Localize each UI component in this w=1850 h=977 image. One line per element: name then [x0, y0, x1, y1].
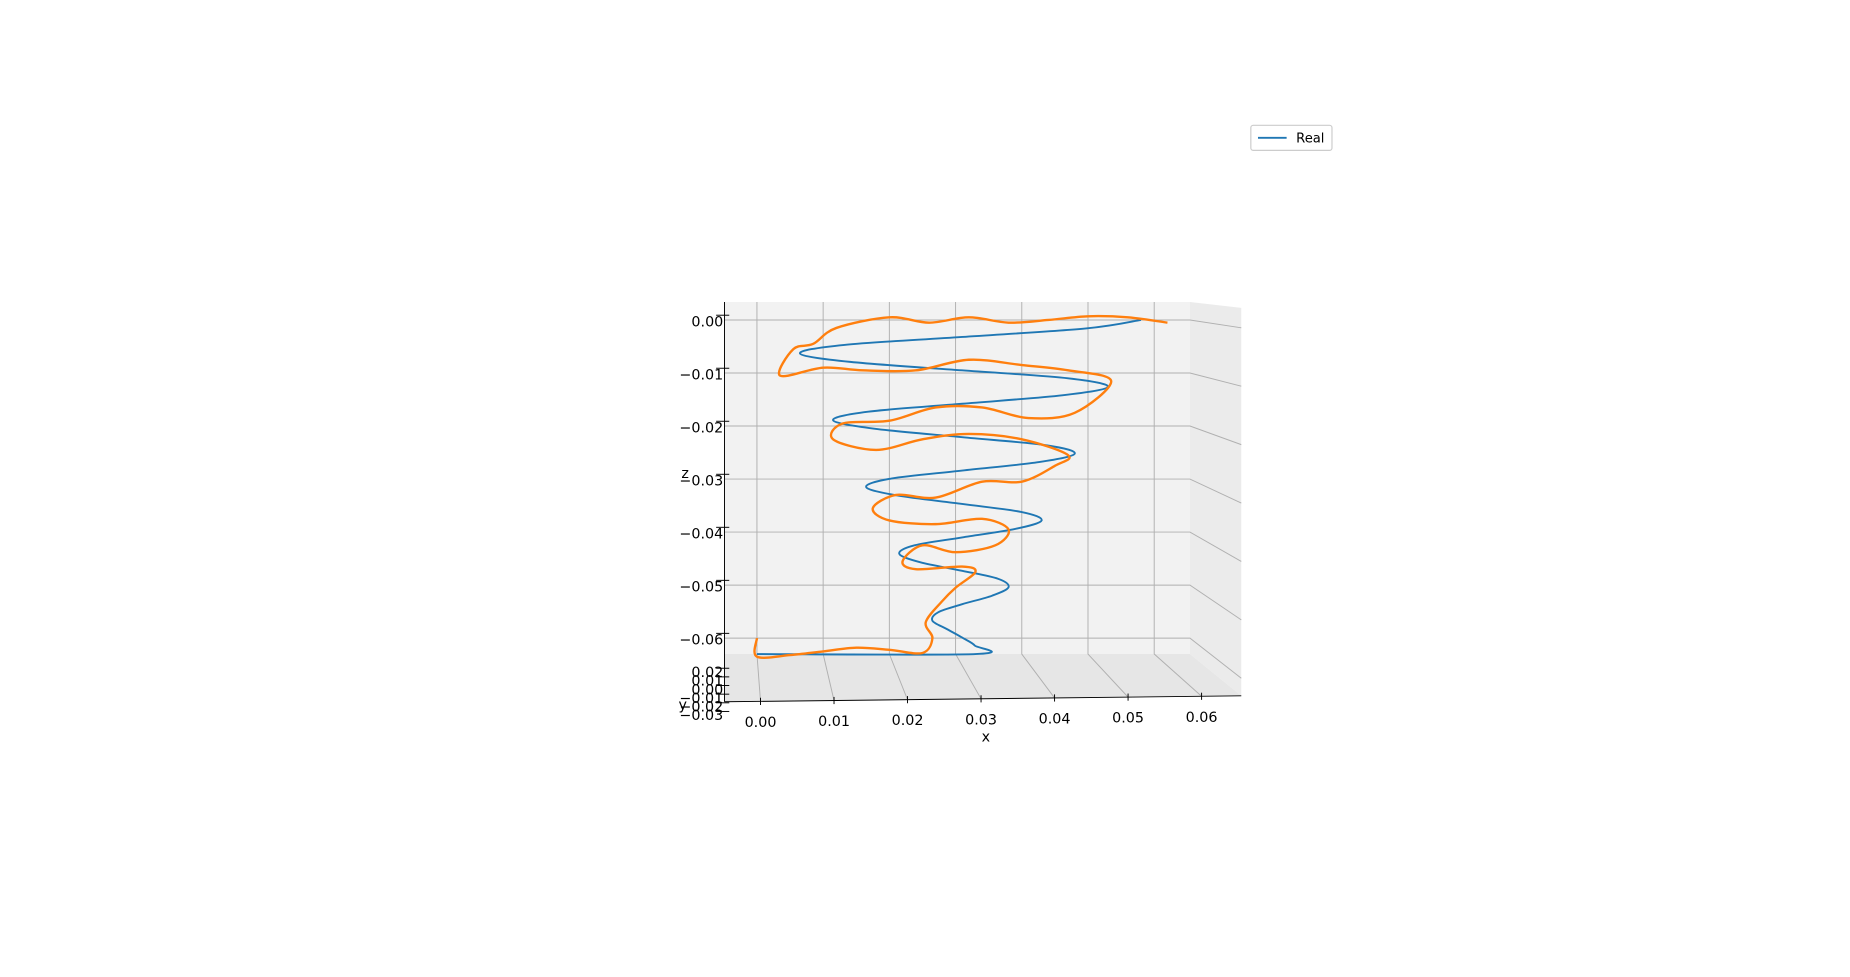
z-grid-line — [724, 319, 1242, 329]
y-tick-label: −0.02 — [679, 700, 723, 716]
back-pane — [724, 301, 1190, 655]
z-grid-line — [724, 584, 1242, 621]
z-tick-label: −0.02 — [679, 420, 723, 436]
x-grid-line — [1087, 301, 1129, 698]
x-tick-label: 0.02 — [892, 713, 924, 729]
y-tick-label: −0.03 — [679, 708, 723, 724]
y-tick-label: 0.00 — [691, 682, 723, 698]
series-line — [753, 314, 1168, 659]
z-axis-label: z — [681, 466, 689, 482]
y-tick-label: −0.01 — [679, 691, 723, 707]
y-tick-label: 0.01 — [691, 674, 723, 690]
z-grid-line — [724, 478, 1242, 504]
y-axis-label: y — [678, 697, 687, 713]
z-grid-line — [724, 425, 1242, 446]
x-grid-line — [1153, 301, 1202, 697]
z-grid-line — [724, 637, 1242, 679]
x-tick-label: 0.00 — [745, 715, 777, 731]
x-tick-label: 0.06 — [1186, 710, 1218, 726]
z-tick-label: 0.00 — [691, 314, 723, 330]
floor-pane — [724, 654, 1242, 702]
z-grid-line — [724, 372, 1242, 387]
z-tick-label: −0.04 — [679, 526, 723, 542]
z-tick-label: −0.05 — [679, 579, 723, 595]
z-tick-label: −0.06 — [679, 633, 723, 649]
x-axis-line — [724, 695, 1242, 703]
grid — [716, 301, 1242, 712]
z-grid-line — [724, 531, 1242, 562]
x-axis-label: x — [982, 730, 990, 746]
side-pane — [1189, 301, 1242, 696]
x-tick-label: 0.01 — [818, 714, 850, 730]
y-tick-label: 0.02 — [691, 665, 723, 681]
x-tick-label: 0.05 — [1112, 711, 1144, 727]
plot-lines — [753, 314, 1168, 659]
legend-box — [1250, 124, 1333, 151]
legend-label: Real — [1296, 132, 1324, 147]
z-tick-label: −0.03 — [679, 473, 723, 489]
x-grid-line — [1021, 301, 1055, 699]
legend: Real — [1250, 124, 1333, 151]
z-tick-label: −0.01 — [679, 367, 723, 383]
x-tick-label: 0.03 — [965, 712, 997, 728]
series-line — [756, 319, 1142, 656]
x-tick-label: 0.04 — [1039, 711, 1071, 727]
